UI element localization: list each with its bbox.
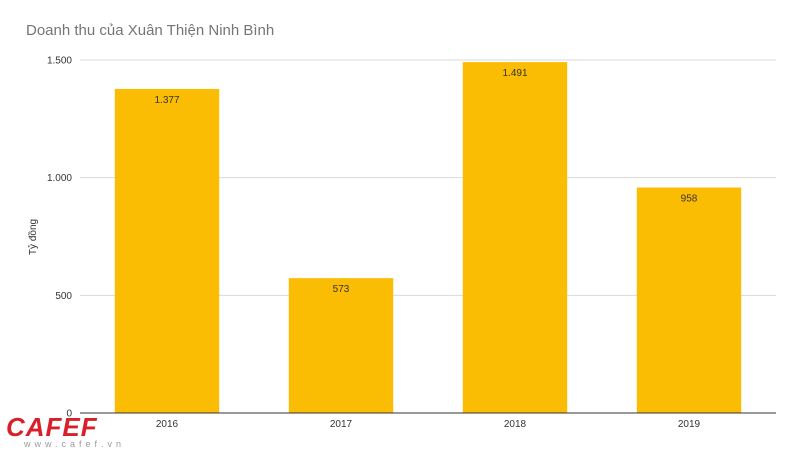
cafef-logo: CAFEF www.cafef.vn [6,412,156,449]
bar-2018 [462,62,568,413]
y-tick-label: 500 [55,291,72,302]
logo-subtext: www.cafef.vn [24,439,126,449]
y-tick-label: 1.500 [47,56,72,67]
x-tick-label: 2017 [330,419,353,430]
bars: 1.377 573 1.491 958 [114,62,742,414]
y-tick-label: 0 [66,409,72,420]
bar-2017 [288,278,394,413]
x-axis-ticks: 2016 2017 2018 2019 [156,419,701,430]
bar-value-label: 1.491 [502,68,527,79]
y-tick-label: 1.000 [47,173,72,184]
bar-value-label: 573 [333,284,350,295]
y-axis-label: Tỷ đồng [27,219,39,255]
y-axis-ticks: 0 500 1.000 1.500 [47,56,72,420]
x-tick-label: 2016 [156,419,179,430]
bar-2016 [114,88,220,414]
x-tick-label: 2018 [504,419,527,430]
chart-title: Doanh thu của Xuân Thiện Ninh Bình [26,22,275,39]
logo-text: CAFEF [6,412,98,442]
bar-value-label: 1.377 [154,95,179,106]
bar-2019 [636,187,742,413]
bar-value-label: 958 [681,194,698,205]
x-tick-label: 2019 [678,419,701,430]
